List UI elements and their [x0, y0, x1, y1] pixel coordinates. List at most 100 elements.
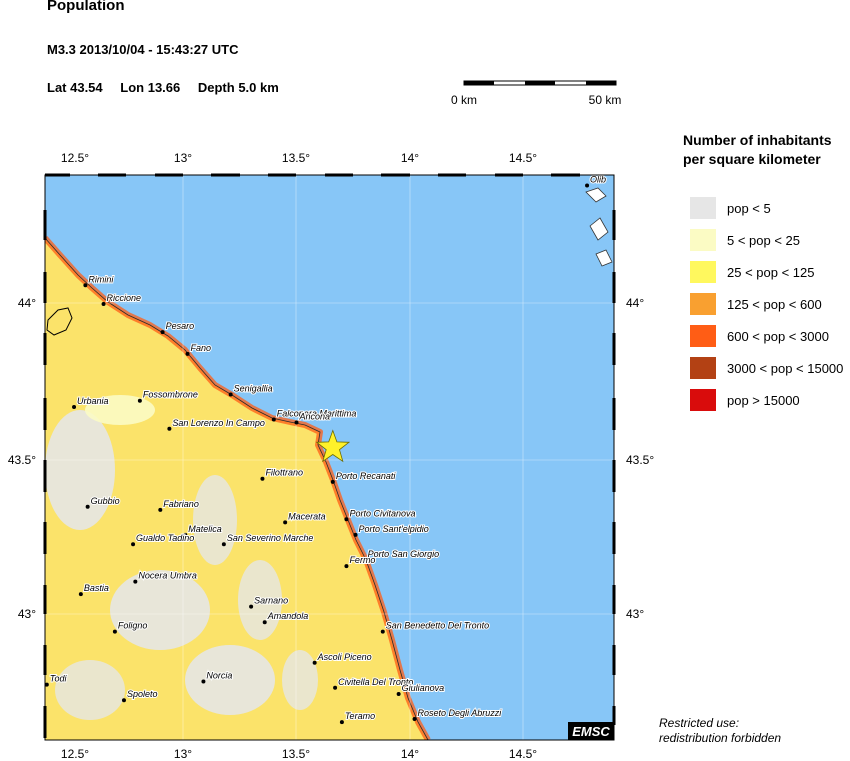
city-dot	[78, 592, 83, 597]
legend-item: pop > 15000	[690, 389, 800, 411]
city-label: Sarnano	[254, 596, 288, 606]
city-label: Roseto Degli Abruzzi	[418, 708, 503, 718]
city-label: Porto Civitanova	[349, 508, 415, 518]
lat-tick-right: 44°	[626, 296, 644, 310]
city-label: Matelica	[188, 524, 222, 534]
lon-tick-bottom: 13°	[174, 747, 192, 761]
city-dot	[83, 283, 88, 288]
city-label: San Severino Marche	[227, 533, 314, 543]
city-dot	[344, 564, 349, 569]
lon-tick-top: 14.5°	[509, 151, 537, 165]
city-dot	[339, 720, 344, 725]
legend-label: 3000 < pop < 15000	[727, 360, 844, 376]
city-label: Spoleto	[127, 689, 158, 699]
san-marino-border	[46, 307, 73, 336]
lon-tick-bottom: 14°	[401, 747, 419, 761]
city-dot	[283, 520, 288, 525]
city-dot	[201, 679, 206, 684]
city-dot	[228, 392, 233, 397]
legend-title: Number of inhabitants per square kilomet…	[683, 131, 843, 169]
city-dot	[72, 404, 77, 409]
city-label: Nocera Umbra	[138, 571, 197, 581]
city-dot	[137, 398, 142, 403]
city-label: Amandola	[267, 611, 309, 621]
legend-label: pop > 15000	[727, 392, 800, 408]
legend-swatch	[690, 229, 716, 251]
city-label: Bastia	[84, 583, 109, 593]
city-label: Porto Sant'elpidio	[359, 524, 429, 534]
city-dot	[585, 183, 590, 188]
lon-tick-top: 14°	[401, 151, 419, 165]
city-dot	[362, 557, 367, 562]
legend-swatch	[690, 197, 716, 219]
city-dot	[112, 629, 117, 634]
city-dot	[121, 698, 126, 703]
city-label: Foligno	[118, 621, 148, 631]
city-dot	[158, 507, 163, 512]
lat-tick-right: 43°	[626, 607, 644, 621]
legend-item: 25 < pop < 125	[690, 261, 814, 283]
city-dot	[133, 579, 138, 584]
depth-value: Depth 5.0 km	[197, 80, 279, 95]
city-dot	[271, 417, 276, 422]
epicenter-layer	[315, 429, 351, 463]
lon-tick-top: 12.5°	[61, 151, 89, 165]
usage-note-line1: Restricted use:	[659, 716, 740, 730]
city-dot	[249, 604, 254, 609]
event-location: Lat 43.54 Lon 13.66 Depth 5.0 km	[47, 80, 293, 95]
legend-swatch	[690, 261, 716, 283]
lat-tick-left: 43.5°	[8, 453, 36, 467]
city-dot	[131, 542, 136, 547]
city-dot	[330, 479, 335, 484]
legend-item: pop < 5	[690, 197, 771, 219]
city-dot	[294, 420, 299, 425]
lat-tick-left: 44°	[18, 296, 36, 310]
legend-item: 600 < pop < 3000	[690, 325, 829, 347]
lat-tick-left: 43°	[18, 607, 36, 621]
city-label: San Lorenzo In Campo	[172, 418, 265, 428]
legend-title-line1: Number of inhabitants	[683, 132, 832, 148]
city-label: Rimini	[88, 274, 114, 284]
city-label: San Benedetto Del Tronto	[386, 621, 489, 631]
lon-tick-top: 13.5°	[282, 151, 310, 165]
city-dot	[344, 517, 349, 522]
latitude-value: Lat 43.54	[47, 80, 103, 95]
city-dot	[412, 716, 417, 721]
lon-tick-bottom: 13.5°	[282, 747, 310, 761]
city-dot	[333, 685, 338, 690]
city-label: Fermo	[349, 555, 375, 565]
city-dot	[45, 682, 49, 687]
city-label: Senigallia	[234, 383, 273, 393]
lon-tick-top: 13°	[174, 151, 192, 165]
city-label: Gualdo Tadino	[136, 533, 194, 543]
city-dot	[396, 692, 401, 696]
epicenter-star-icon	[315, 429, 351, 463]
legend-label: pop < 5	[727, 200, 771, 216]
city-dot	[221, 542, 226, 547]
city-dot	[312, 660, 317, 665]
city-label: Norcia	[206, 671, 232, 681]
city-label: Gubbio	[91, 496, 120, 506]
city-label: Macerata	[288, 511, 326, 521]
lon-tick-bottom: 14.5°	[509, 747, 537, 761]
legend-swatch	[690, 357, 716, 379]
event-summary: M3.3 2013/10/04 - 15:43:27 UTC	[47, 42, 239, 57]
city-label: Ancona	[299, 412, 331, 422]
city-dot	[160, 330, 165, 335]
scale-bar	[463, 80, 617, 86]
city-dot	[167, 426, 172, 431]
city-dot	[260, 476, 265, 481]
city-label: Urbania	[77, 396, 109, 406]
city-label: Todi	[50, 674, 68, 684]
lon-tick-bottom: 12.5°	[61, 747, 89, 761]
usage-note-line2: redistribution forbidden	[659, 731, 782, 745]
city-dot	[380, 629, 385, 634]
frame-ticks	[43, 173, 616, 738]
lat-tick-right: 43.5°	[626, 453, 654, 467]
croatian-islands	[585, 187, 613, 267]
legend-swatch	[690, 389, 716, 411]
legend-item: 5 < pop < 25	[690, 229, 800, 251]
scale-end-label: 50 km	[589, 93, 622, 107]
city-dot	[185, 351, 190, 356]
legend-swatch	[690, 325, 716, 347]
